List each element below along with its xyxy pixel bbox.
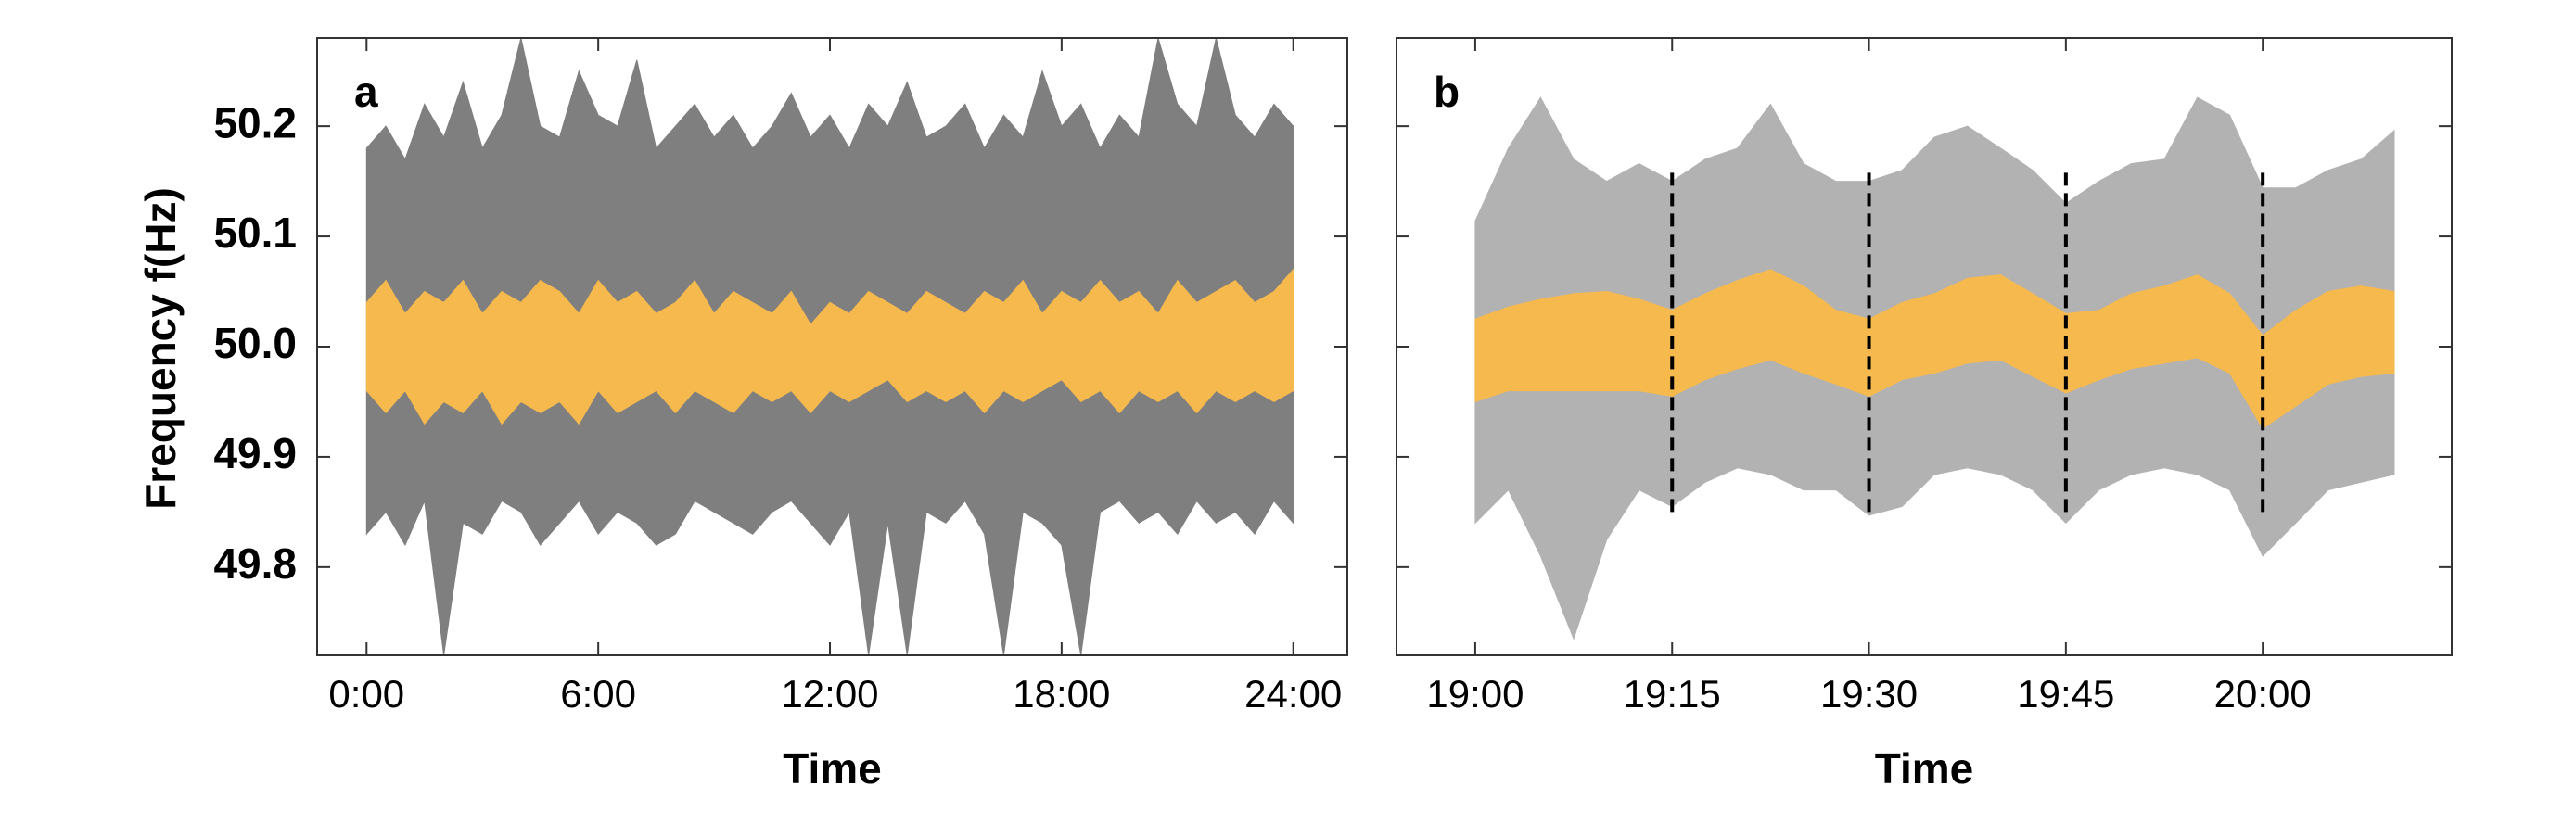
y-tick-label: 49.8 xyxy=(213,539,297,588)
y-axis-title: Frequency f(Hz) xyxy=(136,187,185,510)
x-tick-label: 24:00 xyxy=(1244,672,1342,716)
x-axis-title: Time xyxy=(1875,744,1974,792)
x-tick-label: 19:15 xyxy=(1624,672,1721,716)
plot-area xyxy=(1474,96,2395,640)
x-tick-label: 12:00 xyxy=(781,672,878,716)
x-tick-label: 19:45 xyxy=(2017,672,2114,716)
y-tick-label: 50.2 xyxy=(213,98,297,146)
x-tick-label: 0:00 xyxy=(328,672,404,716)
y-tick-label: 49.9 xyxy=(213,429,297,477)
x-tick-label: 19:00 xyxy=(1426,672,1524,716)
panel-label: b xyxy=(1434,68,1460,116)
plot-area xyxy=(365,38,1294,655)
x-tick-label: 20:00 xyxy=(2214,672,2312,716)
x-axis-title: Time xyxy=(783,744,882,792)
y-tick-label: 50.1 xyxy=(213,209,297,257)
y-tick-label: 50.0 xyxy=(213,319,297,367)
band-area xyxy=(365,268,1294,425)
x-tick-label: 6:00 xyxy=(560,672,636,716)
x-tick-label: 19:30 xyxy=(1820,672,1918,716)
band-area xyxy=(1474,269,2395,429)
panel-label: a xyxy=(354,68,378,116)
x-tick-label: 18:00 xyxy=(1013,672,1110,716)
